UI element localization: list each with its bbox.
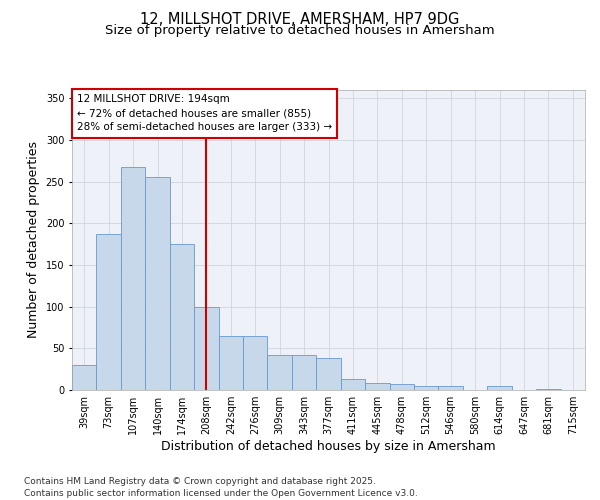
Bar [194, 306, 218, 390]
Text: Size of property relative to detached houses in Amersham: Size of property relative to detached ho… [105, 24, 495, 37]
Bar [341, 379, 365, 390]
Bar [121, 166, 145, 390]
Bar [439, 386, 463, 390]
Bar [487, 386, 512, 390]
Text: Contains HM Land Registry data © Crown copyright and database right 2025.
Contai: Contains HM Land Registry data © Crown c… [24, 476, 418, 498]
Text: 12, MILLSHOT DRIVE, AMERSHAM, HP7 9DG: 12, MILLSHOT DRIVE, AMERSHAM, HP7 9DG [140, 12, 460, 28]
Bar [145, 176, 170, 390]
Bar [243, 336, 268, 390]
Text: 12 MILLSHOT DRIVE: 194sqm
← 72% of detached houses are smaller (855)
28% of semi: 12 MILLSHOT DRIVE: 194sqm ← 72% of detac… [77, 94, 332, 132]
Bar [536, 389, 560, 390]
Bar [268, 355, 292, 390]
X-axis label: Distribution of detached houses by size in Amersham: Distribution of detached houses by size … [161, 440, 496, 453]
Bar [292, 355, 316, 390]
Bar [218, 336, 243, 390]
Bar [170, 244, 194, 390]
Y-axis label: Number of detached properties: Number of detached properties [27, 142, 40, 338]
Bar [316, 358, 341, 390]
Bar [389, 384, 414, 390]
Bar [414, 386, 439, 390]
Bar [365, 382, 389, 390]
Bar [72, 365, 97, 390]
Bar [97, 234, 121, 390]
